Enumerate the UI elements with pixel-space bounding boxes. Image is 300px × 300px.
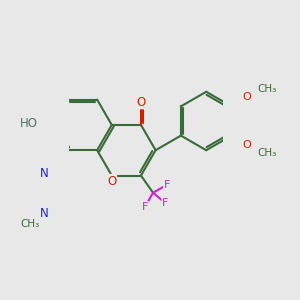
Text: F: F [164,180,170,190]
Text: O: O [107,175,116,188]
Text: CH₃: CH₃ [20,219,39,229]
Text: N: N [40,167,49,180]
Text: O: O [243,140,252,150]
Text: F: F [142,202,148,212]
Text: HO: HO [20,117,38,130]
Text: N: N [40,207,49,220]
Text: O: O [243,92,252,102]
Text: O: O [136,96,146,109]
Text: CH₃: CH₃ [258,148,277,158]
Text: F: F [162,198,169,208]
Text: CH₃: CH₃ [258,84,277,94]
